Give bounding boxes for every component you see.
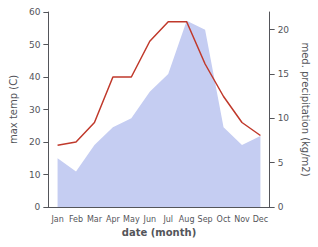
- svg-text:20: 20: [29, 137, 41, 147]
- svg-text:med. precipitation (kg/m2): med. precipitation (kg/m2): [300, 42, 311, 176]
- svg-text:Jun: Jun: [143, 215, 157, 224]
- svg-text:Jan: Jan: [50, 215, 63, 224]
- svg-text:Apr: Apr: [106, 215, 121, 224]
- svg-text:0: 0: [35, 202, 41, 212]
- svg-text:Oct: Oct: [217, 215, 231, 224]
- svg-text:30: 30: [29, 105, 41, 115]
- svg-text:50: 50: [29, 40, 41, 50]
- svg-text:Jul: Jul: [162, 215, 173, 224]
- svg-text:20: 20: [278, 25, 290, 35]
- svg-text:max temp (C): max temp (C): [8, 75, 19, 144]
- svg-text:60: 60: [29, 7, 41, 17]
- svg-text:Dec: Dec: [253, 215, 268, 224]
- svg-text:Aug: Aug: [179, 215, 195, 224]
- svg-text:5: 5: [278, 158, 284, 168]
- svg-text:date (month): date (month): [122, 227, 196, 238]
- svg-text:40: 40: [29, 72, 41, 82]
- svg-text:Mar: Mar: [87, 215, 103, 224]
- svg-text:May: May: [123, 215, 140, 224]
- svg-text:Sep: Sep: [198, 215, 213, 224]
- svg-text:0: 0: [278, 202, 284, 212]
- svg-text:15: 15: [278, 69, 289, 79]
- svg-text:10: 10: [29, 170, 41, 180]
- svg-text:Feb: Feb: [69, 215, 83, 224]
- svg-text:Nov: Nov: [234, 215, 250, 224]
- svg-text:10: 10: [278, 113, 290, 123]
